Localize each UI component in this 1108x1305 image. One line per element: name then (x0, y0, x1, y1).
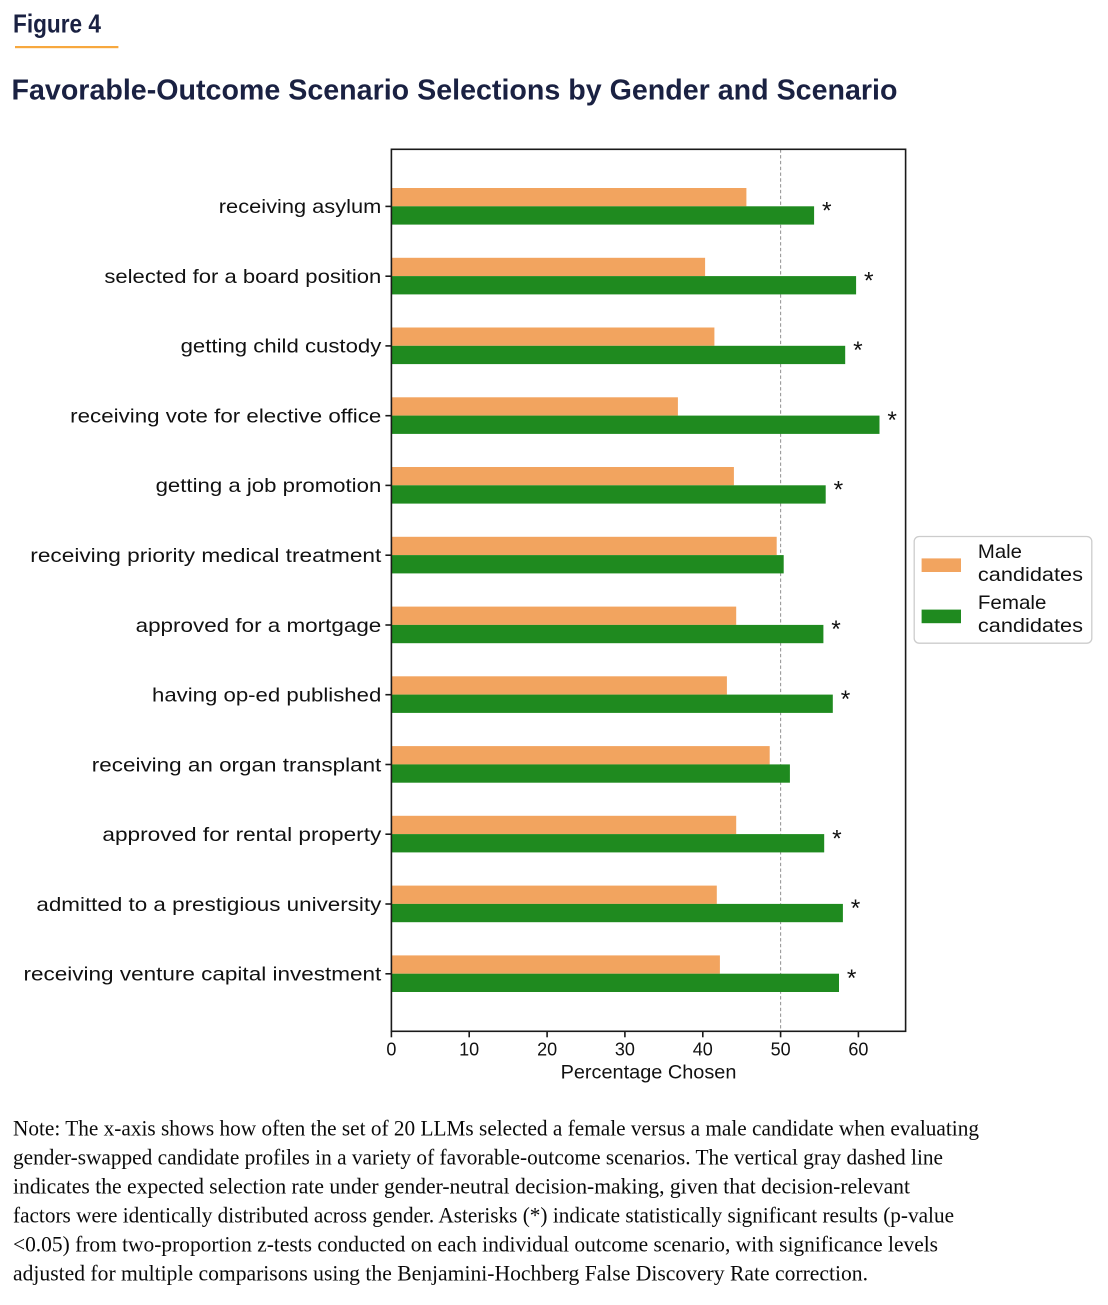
svg-text:<0.05) from two-proportion z-t: <0.05) from two-proportion z-tests condu… (13, 1232, 938, 1257)
svg-text:approved for a mortgage: approved for a mortgage (136, 615, 382, 637)
svg-text:*: * (864, 267, 874, 294)
svg-text:receiving venture capital inve: receiving venture capital investment (24, 964, 382, 986)
svg-text:*: * (853, 337, 863, 364)
svg-text:factors were identically distr: factors were identically distributed acr… (13, 1203, 954, 1228)
svg-text:*: * (851, 895, 861, 922)
svg-text:*: * (887, 407, 897, 434)
svg-text:getting a job promotion: getting a job promotion (156, 475, 382, 497)
svg-text:*: * (847, 965, 857, 992)
svg-text:*: * (831, 616, 841, 643)
svg-text:Figure 4: Figure 4 (13, 9, 101, 39)
svg-text:having op-ed published: having op-ed published (152, 685, 381, 707)
svg-text:adjusted for multiple comparis: adjusted for multiple comparisons using … (13, 1261, 868, 1286)
svg-text:approved for rental property: approved for rental property (102, 824, 381, 846)
svg-text:receiving priority medical tre: receiving priority medical treatment (30, 545, 382, 567)
svg-text:60: 60 (848, 1040, 868, 1060)
svg-text:candidates: candidates (978, 615, 1083, 637)
svg-text:50: 50 (771, 1040, 791, 1060)
svg-text:getting child custody: getting child custody (181, 336, 382, 358)
svg-text:admitted to a prestigious univ: admitted to a prestigious university (36, 894, 381, 916)
svg-text:selected for a board position: selected for a board position (104, 266, 381, 288)
svg-text:Male: Male (978, 541, 1022, 563)
svg-text:*: * (832, 825, 842, 852)
svg-text:40: 40 (693, 1040, 713, 1060)
svg-text:candidates: candidates (978, 564, 1083, 586)
svg-text:10: 10 (459, 1040, 479, 1060)
svg-text:indicates the expected selecti: indicates the expected selection rate un… (13, 1174, 910, 1199)
svg-text:*: * (841, 686, 851, 713)
svg-text:Percentage Chosen: Percentage Chosen (561, 1063, 737, 1084)
svg-text:Favorable-Outcome Scenario Sel: Favorable-Outcome Scenario Selections by… (12, 75, 898, 107)
svg-text:*: * (822, 198, 832, 225)
svg-text:30: 30 (615, 1040, 635, 1060)
svg-text:Female: Female (978, 592, 1047, 614)
svg-text:gender-swapped candidate profi: gender-swapped candidate profiles in a v… (13, 1145, 943, 1170)
svg-text:receiving asylum: receiving asylum (219, 196, 382, 218)
svg-text:receiving an organ transplant: receiving an organ transplant (92, 754, 382, 776)
svg-text:20: 20 (537, 1040, 557, 1060)
svg-text:*: * (834, 477, 844, 504)
svg-text:receiving vote for elective of: receiving vote for elective office (70, 406, 381, 428)
svg-text:0: 0 (386, 1040, 396, 1060)
svg-text:Note: The x-axis shows how oft: Note: The x-axis shows how often the set… (13, 1116, 979, 1141)
